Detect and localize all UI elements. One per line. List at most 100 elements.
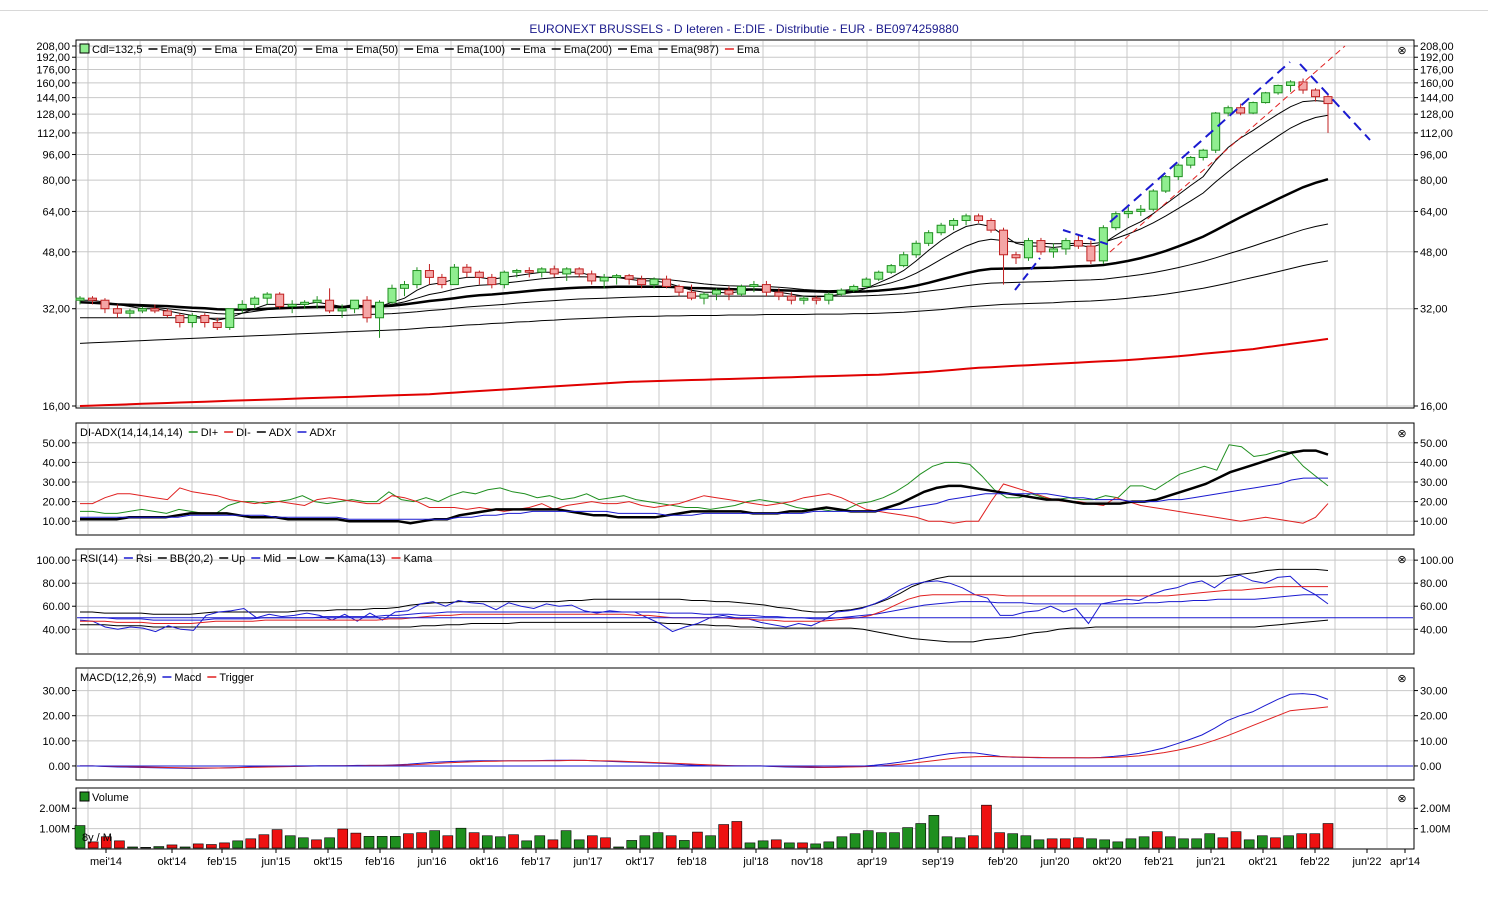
y-tick-label-right: 1.00M <box>1420 824 1451 836</box>
x-tick-label: okt'21 <box>1248 856 1277 868</box>
candle-body <box>1136 208 1146 212</box>
y-tick-label-right: 20.00 <box>1420 497 1448 509</box>
candle-body <box>150 308 160 312</box>
volume-bar <box>600 837 611 849</box>
x-tick-label: jun'15 <box>260 856 290 868</box>
candle-body <box>999 229 1009 256</box>
y-tick-label-right: 50.00 <box>1420 438 1448 450</box>
y-tick-label-right: 10.00 <box>1420 516 1448 528</box>
panel-frame <box>75 422 1415 536</box>
series-line-ADX <box>80 449 1329 525</box>
legend-label: Ema(200) <box>564 44 612 56</box>
series-line-Rsi <box>79 574 1329 633</box>
candle-body <box>624 275 634 280</box>
volume-bar <box>1099 839 1110 849</box>
candle-body <box>562 268 572 275</box>
volume-bar <box>495 836 506 849</box>
y-tick-label-right: 30.00 <box>1420 477 1448 489</box>
candle-body <box>412 270 422 286</box>
candle-body <box>1048 248 1058 253</box>
y-tick-label-right: 112,00 <box>1420 128 1453 140</box>
volume-bar <box>1020 835 1032 849</box>
volume-bar <box>849 833 861 849</box>
volume-bar <box>652 832 664 849</box>
candle-body <box>761 284 771 293</box>
y-tick-label-left: 208,00 <box>36 41 70 53</box>
volume-bar <box>560 830 572 849</box>
y-tick-label-left: 10.00 <box>42 736 70 748</box>
y-tick-label-right: 30.00 <box>1420 686 1448 698</box>
series-line-Low <box>80 619 1329 643</box>
volume-bar <box>87 841 99 849</box>
y-tick-label-left: 176,00 <box>36 64 70 76</box>
y-tick-label-right: 0.00 <box>1420 761 1441 773</box>
candle-body <box>350 299 360 310</box>
x-tick-label: feb'15 <box>207 856 237 868</box>
candle-body <box>200 314 210 324</box>
legend-label: Ema <box>523 44 547 56</box>
volume-bar <box>889 832 900 849</box>
volume-bar <box>1112 841 1124 849</box>
y-tick-label-left: 128,00 <box>36 109 70 121</box>
y-tick-label-left: 10.00 <box>42 516 70 528</box>
volume-bar <box>797 842 808 849</box>
candle-body <box>75 297 85 301</box>
legend-label: Mid <box>263 553 281 565</box>
y-tick-label-left: 2.00M <box>39 803 70 815</box>
x-tick-label: nov'18 <box>791 856 823 868</box>
candle-body <box>187 314 197 324</box>
volume-bar <box>1230 831 1242 849</box>
candle-body <box>437 276 447 286</box>
volume-bar <box>810 843 821 849</box>
volume-bar <box>718 824 730 849</box>
volume-bar <box>1322 823 1334 849</box>
volume-bar <box>179 846 191 849</box>
volume-bar <box>298 837 309 849</box>
legend-label: MACD(12,26,9) <box>80 672 156 684</box>
y-tick-label-left: 50.00 <box>42 438 70 450</box>
x-tick-label: okt'16 <box>469 856 498 868</box>
candle-body <box>250 297 260 305</box>
x-tick-label: jun'17 <box>572 856 602 868</box>
volume-bar <box>508 834 519 849</box>
volume-bar <box>1178 838 1189 849</box>
chart-title: EURONEXT BRUSSELS - D Ieteren - E:DIE - … <box>529 22 959 36</box>
legend-label: DI-ADX(14,14,14,14) <box>80 427 183 439</box>
candle-body <box>1261 92 1271 104</box>
candle-body <box>1073 240 1083 247</box>
volume-bar <box>587 835 598 849</box>
candle-body <box>1186 156 1196 166</box>
volume-bar <box>521 840 532 849</box>
volume-scale-watermark: 8y / M <box>82 832 112 844</box>
candle-body <box>1123 210 1133 215</box>
ema-line-Ema987 <box>79 337 1329 407</box>
legend-label: Ema(100) <box>457 44 505 56</box>
legend-label: Macd <box>174 672 201 684</box>
volume-bar <box>284 835 296 849</box>
volume-bar <box>1283 835 1294 849</box>
y-tick-label-left: 16,00 <box>42 401 70 413</box>
volume-bar <box>166 844 178 849</box>
candle-body <box>574 268 584 275</box>
x-tick-label: mei'14 <box>90 856 122 868</box>
y-tick-label-right: 80,00 <box>1420 175 1448 187</box>
volume-bar <box>416 832 427 849</box>
panel-close-icon: ⊗ <box>1397 673 1406 685</box>
volume-bar <box>1309 833 1321 849</box>
candle-body <box>587 273 597 282</box>
y-tick-label-left: 192,00 <box>36 52 70 64</box>
panel-close-icon: ⊗ <box>1397 554 1406 566</box>
candle-body <box>312 299 322 303</box>
candle-body <box>1236 107 1246 114</box>
candle-body <box>1011 254 1021 259</box>
volume-bar <box>258 834 270 849</box>
volume-bar <box>573 839 585 849</box>
candle-body <box>612 275 622 278</box>
y-tick-label-right: 10.00 <box>1420 736 1448 748</box>
volume-bar <box>1257 835 1268 849</box>
x-tick-label: jun'20 <box>1039 856 1069 868</box>
volume-bar <box>626 840 638 849</box>
y-tick-label-left: 30.00 <box>42 686 70 698</box>
volume-bar <box>114 840 125 849</box>
x-tick-label: feb'21 <box>1144 856 1174 868</box>
